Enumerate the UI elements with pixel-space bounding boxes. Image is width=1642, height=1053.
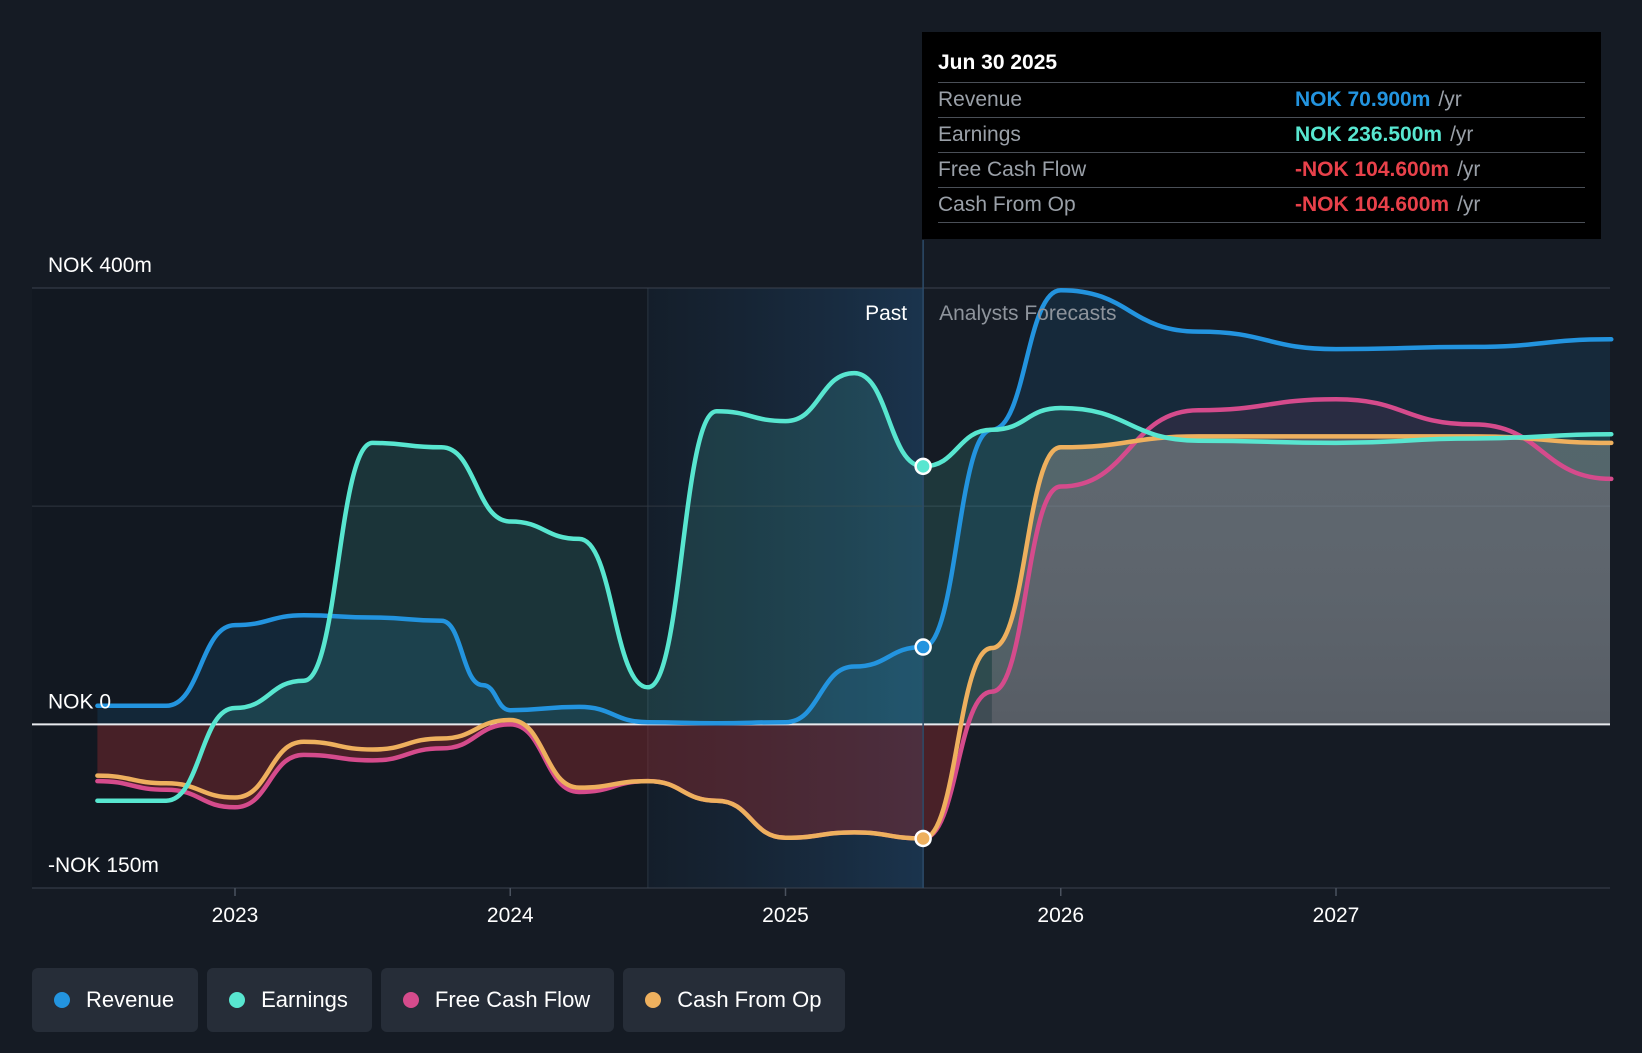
x-tick-label: 2023: [212, 904, 259, 927]
y-tick-label: NOK 400m: [48, 254, 152, 277]
tooltip-value: -NOK 104.600m: [1295, 158, 1450, 181]
revenue-dot-icon: [54, 992, 70, 1008]
forecast-area: [991, 436, 1610, 725]
x-tick-label: 2025: [762, 904, 809, 927]
x-tick-label: 2026: [1037, 904, 1084, 927]
legend-label: Revenue: [86, 987, 175, 1012]
tooltip-row-earnings: Earnings NOK 236.500m /yr: [938, 117, 1585, 152]
legend: Revenue Earnings Free Cash Flow Cash Fro…: [32, 968, 846, 1032]
tooltip-date: Jun 30 2025: [938, 51, 1058, 74]
tooltip-unit: /yr: [1457, 158, 1481, 181]
tooltip-row-cash-from-op: Cash From Op -NOK 104.600m /yr: [938, 187, 1585, 223]
earnings-marker: [914, 457, 932, 476]
tooltip-label: Earnings: [938, 123, 1021, 146]
tooltip-row-revenue: Revenue NOK 70.900m /yr: [938, 82, 1585, 117]
tooltip-unit: /yr: [1457, 193, 1481, 216]
forecast-label: Analysts Forecasts: [939, 302, 1116, 325]
free-cash-flow-area-negative: [97, 724, 1610, 839]
tooltip-unit: /yr: [1450, 123, 1474, 146]
tooltip-row-free-cash-flow: Free Cash Flow -NOK 104.600m /yr: [938, 152, 1585, 187]
cash-from-op-marker: [914, 829, 932, 848]
tooltip-unit: /yr: [1438, 88, 1462, 111]
legend-label: Earnings: [261, 987, 348, 1012]
cash-from-op-line: [95, 434, 1614, 841]
legend-label: Free Cash Flow: [434, 987, 591, 1012]
revenue-line: [95, 287, 1614, 726]
tooltip-value: NOK 70.900m: [1295, 88, 1431, 111]
tooltip-panel: Jun 30 2025 Revenue NOK 70.900m /yr Earn…: [922, 32, 1601, 239]
free-cash-flow-dot-icon: [402, 992, 419, 1008]
legend-label: Cash From Op: [677, 987, 822, 1012]
revenue-marker: [914, 638, 932, 656]
legend-item-earnings[interactable]: Earnings: [207, 968, 372, 1032]
tooltip-value: -NOK 104.600m: [1295, 193, 1450, 216]
cash-from-op-dot-icon: [645, 992, 662, 1008]
earnings-dot-icon: [229, 992, 246, 1008]
tooltip-value: NOK 236.500m: [1295, 123, 1443, 146]
legend-item-free-cash-flow[interactable]: Free Cash Flow: [380, 968, 615, 1032]
x-tick-label: 2024: [487, 904, 534, 927]
earnings-line: [95, 370, 1614, 803]
tooltip-label: Cash From Op: [938, 193, 1076, 216]
y-tick-label: NOK 0: [48, 690, 111, 713]
legend-item-cash-from-op[interactable]: Cash From Op: [623, 968, 846, 1032]
past-label: Past: [865, 302, 907, 325]
x-tick-label: 2027: [1313, 904, 1360, 927]
tooltip-label: Free Cash Flow: [938, 158, 1087, 181]
y-tick-label: -NOK 150m: [48, 854, 159, 877]
tooltip-label: Revenue: [938, 88, 1023, 111]
legend-item-revenue[interactable]: Revenue: [32, 968, 199, 1032]
area-fills: [97, 290, 1610, 839]
